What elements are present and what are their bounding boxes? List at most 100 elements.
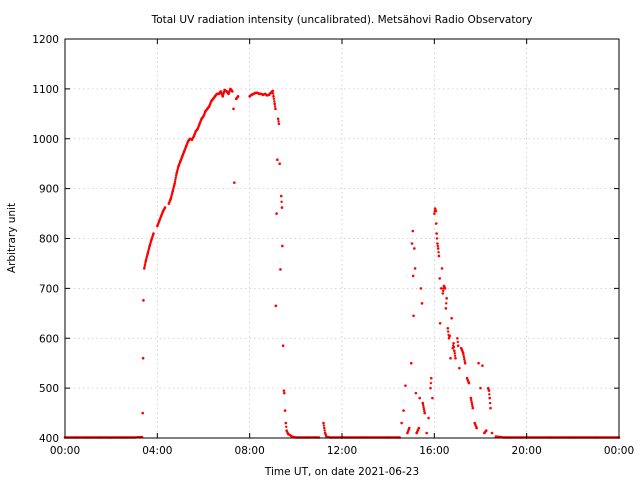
data-point: [236, 95, 240, 98]
data-point: [232, 181, 236, 184]
y-tick-label: 900: [39, 184, 59, 196]
data-point: [281, 244, 284, 248]
data-point: [322, 421, 325, 425]
data-point: [400, 421, 403, 425]
y-tick-label: 700: [39, 283, 59, 295]
data-point: [283, 409, 287, 412]
data-point: [449, 356, 452, 360]
data-point: [141, 356, 145, 360]
data-point: [448, 334, 452, 338]
data-point: [441, 289, 445, 293]
x-tick-label: 04:00: [142, 445, 172, 457]
data-point: [422, 405, 425, 409]
data-point: [420, 302, 424, 305]
data-point: [445, 302, 448, 305]
data-point: [279, 194, 283, 198]
data-point: [453, 352, 456, 355]
data-point: [462, 356, 466, 359]
data-point: [272, 95, 275, 98]
data-point: [470, 400, 473, 404]
data-point: [174, 174, 178, 177]
data-point: [461, 351, 465, 355]
data-point: [429, 381, 433, 385]
data-point: [431, 396, 434, 400]
data-point: [477, 361, 480, 365]
data-point: [446, 326, 450, 330]
data-point: [443, 287, 447, 290]
data-point: [463, 359, 466, 363]
data-point: [425, 431, 428, 435]
y-tick-label: 1100: [32, 84, 59, 96]
data-point: [444, 307, 448, 310]
data-point: [467, 381, 471, 385]
data-point: [323, 426, 326, 430]
chart-title: Total UV radiation intensity (uncalibrat…: [151, 14, 533, 26]
axis-ticks: 00:00 04:00 08:00 12:00 16:00 20:00 00:0040050…: [32, 34, 634, 457]
data-point: [173, 180, 177, 183]
data-point: [274, 107, 277, 111]
data-point: [437, 251, 440, 254]
data-point: [411, 229, 415, 233]
data-point: [435, 237, 439, 240]
data-point: [456, 344, 460, 348]
data-point: [433, 212, 436, 215]
data-point: [429, 376, 433, 380]
data-point: [419, 287, 423, 290]
data-point: [273, 102, 276, 106]
data-point: [275, 212, 278, 215]
data-point: [277, 120, 280, 123]
data-point: [488, 396, 492, 400]
x-tick-label: 00:00: [50, 445, 80, 457]
data-point: [450, 317, 453, 320]
data-point: [421, 403, 425, 407]
data-point: [456, 336, 459, 340]
data-point: [284, 421, 288, 425]
x-tick-label: 16:00: [419, 445, 449, 457]
data-point: [454, 356, 457, 360]
data-point: [279, 268, 282, 271]
y-tick-label: 1000: [32, 134, 59, 146]
data-point: [484, 429, 488, 432]
data-point: [273, 105, 277, 108]
data-point: [142, 267, 146, 270]
data-point: [285, 425, 288, 428]
y-axis-label: Arbitrary unit: [6, 203, 18, 273]
data-point: [323, 429, 326, 432]
data-point: [463, 361, 467, 365]
data-point: [413, 247, 416, 250]
data-point: [282, 389, 286, 392]
data-point: [273, 100, 276, 103]
data-point: [436, 244, 439, 248]
data-point: [452, 345, 456, 349]
data-point: [411, 274, 415, 278]
data-point: [470, 398, 473, 402]
data-point: [173, 182, 176, 185]
data-point: [437, 254, 441, 258]
x-tick-label: 12:00: [327, 445, 357, 457]
data-point: [452, 341, 455, 345]
data-point: [141, 411, 145, 415]
data-point: [418, 396, 422, 400]
data-point: [276, 158, 279, 161]
data-point: [453, 354, 457, 357]
data-point: [142, 299, 145, 302]
data-point: [322, 424, 326, 427]
data-point: [427, 416, 430, 420]
data-point: [438, 321, 442, 325]
data-point: [278, 162, 281, 165]
data-point: [438, 277, 442, 280]
data-point: [277, 122, 281, 126]
data-point: [152, 232, 155, 235]
data-point: [456, 340, 460, 344]
data-point: [422, 407, 426, 411]
y-tick-label: 500: [39, 383, 59, 395]
data-point: [276, 117, 280, 121]
data-point: [282, 391, 286, 395]
x-axis-label: Time UT, on date 2021-06-23: [264, 466, 419, 478]
data-point: [453, 349, 456, 353]
data-point: [435, 232, 438, 235]
data-point: [281, 344, 285, 348]
x-tick-label: 08:00: [235, 445, 265, 457]
data-point: [479, 386, 482, 390]
